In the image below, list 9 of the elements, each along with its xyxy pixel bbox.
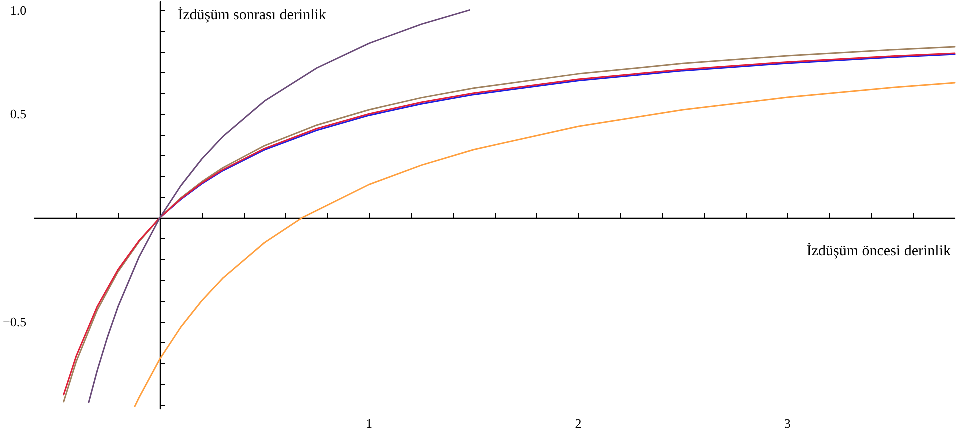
y-tick-label: 1.0 — [10, 2, 27, 18]
y-tick-label: 0.5 — [10, 106, 27, 122]
y-tick-label: −0.5 — [2, 314, 27, 330]
x-axis-title: İzdüşüm öncesi derinlik — [806, 242, 952, 260]
line-series — [134, 82, 956, 408]
x-tick-label: 1 — [366, 416, 373, 430]
x-tick-label: 2 — [575, 416, 582, 430]
x-tick-label: 3 — [784, 416, 791, 430]
y-axis-title: İzdüşüm sonrası derinlik — [178, 6, 327, 24]
